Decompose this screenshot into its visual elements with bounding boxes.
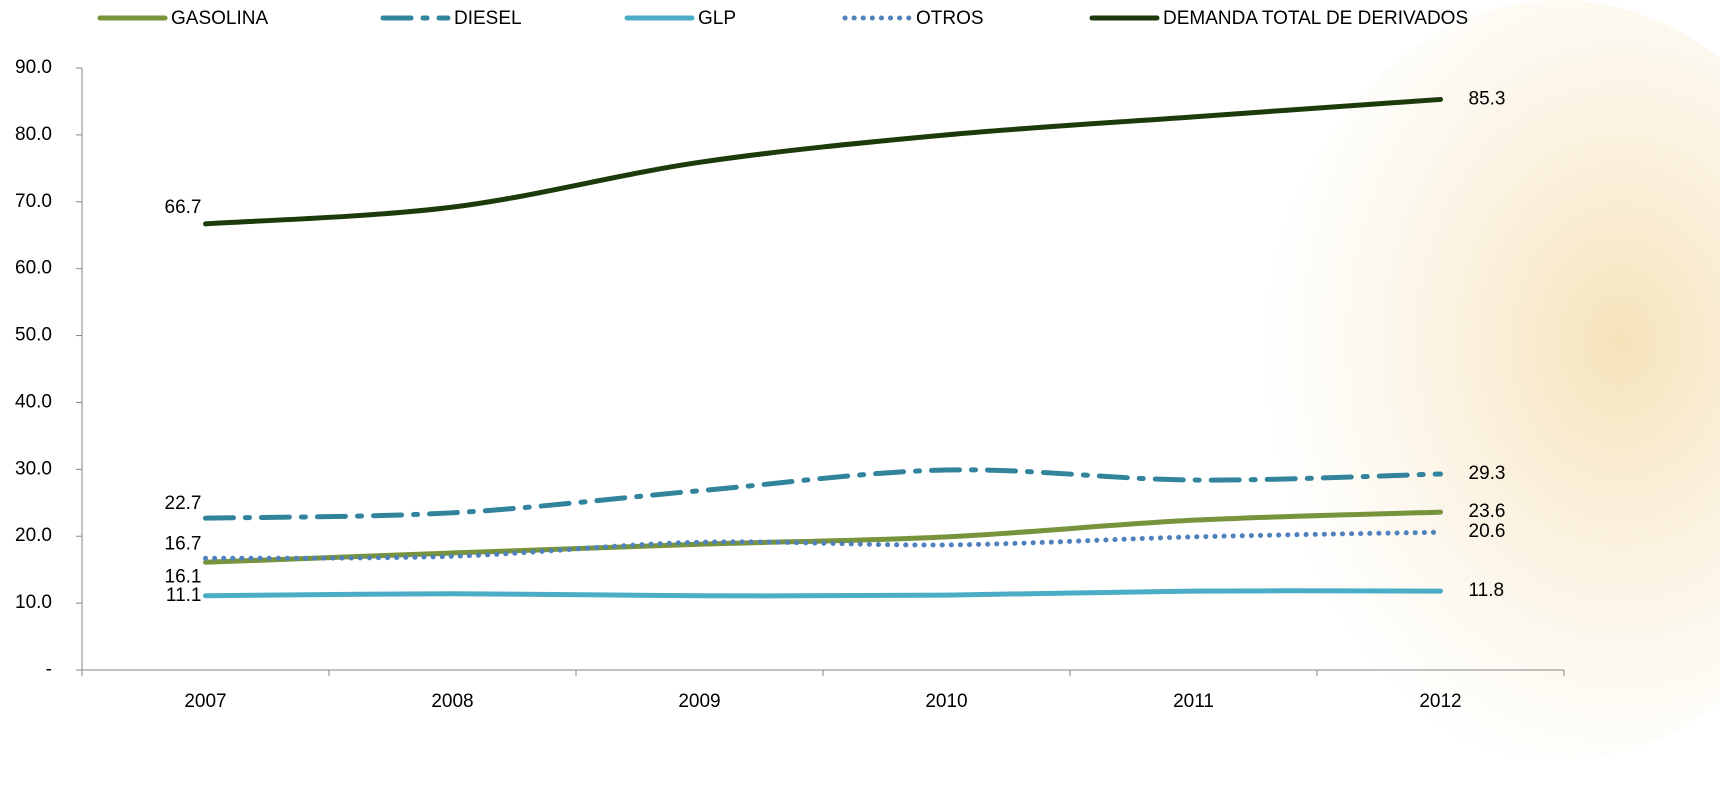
data-label: 16.7 bbox=[165, 533, 202, 554]
line-series bbox=[203, 467, 1443, 521]
data-label: 11.1 bbox=[166, 585, 202, 606]
legend-label: DIESEL bbox=[454, 8, 522, 29]
y-tick-label: 20.0 bbox=[15, 525, 52, 546]
x-tick-label: 2010 bbox=[925, 691, 967, 712]
line-series bbox=[203, 96, 1443, 227]
data-label: 20.6 bbox=[1469, 521, 1506, 542]
y-tick-label: 70.0 bbox=[15, 191, 52, 212]
line-series bbox=[203, 588, 1443, 599]
legend-label: DEMANDA TOTAL DE DERIVADOS bbox=[1163, 8, 1468, 29]
y-tick-label: - bbox=[46, 659, 52, 680]
y-tick-label: 30.0 bbox=[15, 458, 52, 479]
y-tick-label: 10.0 bbox=[15, 592, 52, 613]
background-decoration bbox=[1260, 0, 1720, 760]
data-label: 23.6 bbox=[1469, 501, 1506, 522]
legend-label: GLP bbox=[698, 8, 736, 29]
y-tick-label: 80.0 bbox=[15, 124, 52, 145]
line-series bbox=[203, 529, 1443, 561]
y-tick-label: 60.0 bbox=[15, 258, 52, 279]
y-tick-label: 90.0 bbox=[15, 57, 52, 78]
data-label: 22.7 bbox=[165, 493, 202, 514]
x-tick-label: 2011 bbox=[1173, 691, 1214, 712]
data-label: 29.3 bbox=[1469, 463, 1506, 484]
x-tick-label: 2007 bbox=[184, 691, 226, 712]
legend-label: GASOLINA bbox=[171, 8, 268, 29]
data-label: 11.8 bbox=[1469, 580, 1505, 601]
x-tick-label: 2008 bbox=[431, 691, 473, 712]
data-label: 66.7 bbox=[165, 197, 202, 218]
data-label: 85.3 bbox=[1469, 88, 1506, 109]
y-tick-label: 40.0 bbox=[15, 391, 52, 412]
y-tick-label: 50.0 bbox=[15, 325, 52, 346]
data-label: 16.1 bbox=[165, 566, 202, 587]
x-tick-label: 2012 bbox=[1419, 691, 1461, 712]
x-tick-label: 2009 bbox=[678, 691, 720, 712]
legend-label: OTROS bbox=[916, 8, 984, 29]
line-series bbox=[203, 509, 1443, 565]
